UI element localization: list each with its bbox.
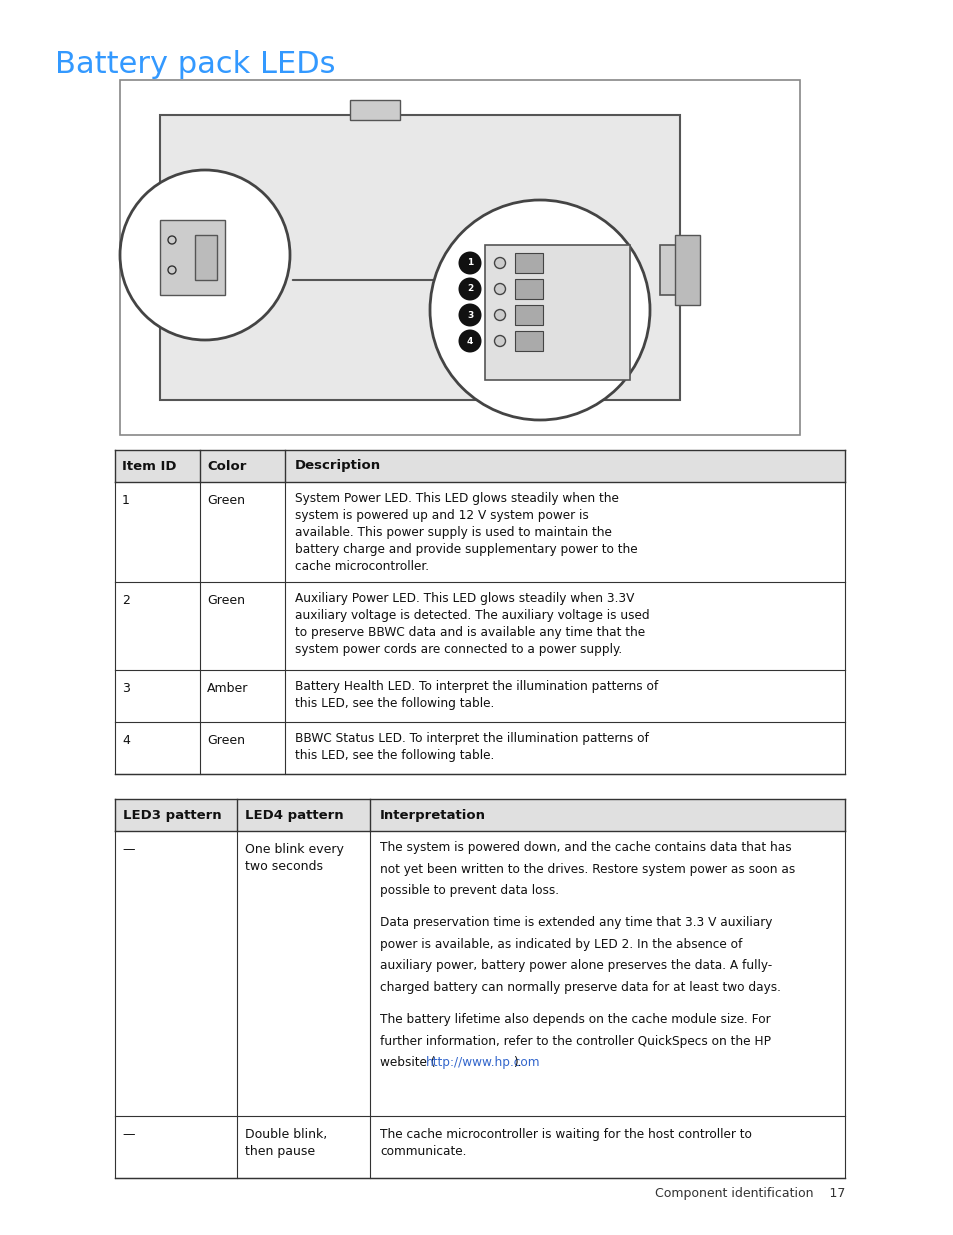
Text: further information, refer to the controller QuickSpecs on the HP: further information, refer to the contro…: [379, 1035, 770, 1047]
Text: Auxiliary Power LED. This LED glows steadily when 3.3V
auxiliary voltage is dete: Auxiliary Power LED. This LED glows stea…: [294, 592, 649, 656]
Bar: [515, 331, 542, 351]
Circle shape: [430, 200, 649, 420]
Text: Interpretation: Interpretation: [379, 809, 485, 821]
Text: Data preservation time is extended any time that 3.3 V auxiliary: Data preservation time is extended any t…: [379, 916, 772, 929]
Bar: [115, 799, 844, 831]
Text: 2: 2: [122, 594, 130, 606]
Text: —: —: [122, 1128, 134, 1141]
Text: Amber: Amber: [207, 682, 248, 695]
Text: —: —: [122, 844, 134, 856]
Circle shape: [168, 236, 175, 245]
Text: 3: 3: [122, 682, 130, 695]
Bar: [515, 279, 542, 299]
Bar: [194, 235, 216, 280]
Text: The cache microcontroller is waiting for the host controller to
communicate.: The cache microcontroller is waiting for…: [379, 1128, 751, 1158]
Text: BBWC Status LED. To interpret the illumination patterns of
this LED, see the fol: BBWC Status LED. To interpret the illumi…: [294, 732, 648, 762]
Bar: [659, 245, 689, 295]
Bar: [515, 305, 542, 325]
Circle shape: [168, 266, 175, 274]
Text: One blink every
two seconds: One blink every two seconds: [245, 844, 343, 873]
Text: Battery pack LEDs: Battery pack LEDs: [55, 49, 335, 79]
Text: Battery Health LED. To interpret the illumination patterns of
this LED, see the : Battery Health LED. To interpret the ill…: [294, 680, 658, 710]
Text: website (: website (: [379, 1056, 435, 1070]
Text: charged battery can normally preserve data for at least two days.: charged battery can normally preserve da…: [379, 981, 781, 994]
Text: 3: 3: [466, 310, 473, 320]
Text: System Power LED. This LED glows steadily when the
system is powered up and 12 V: System Power LED. This LED glows steadil…: [294, 492, 637, 573]
Bar: [484, 245, 629, 380]
Bar: [350, 100, 399, 120]
Text: possible to prevent data loss.: possible to prevent data loss.: [379, 884, 558, 897]
Circle shape: [458, 304, 481, 326]
Bar: [160, 220, 225, 295]
Text: http://www.hp.com: http://www.hp.com: [425, 1056, 539, 1070]
Text: 1: 1: [466, 258, 473, 268]
Text: Description: Description: [294, 459, 381, 473]
Bar: [120, 80, 800, 435]
Circle shape: [494, 284, 505, 294]
Text: Component identification    17: Component identification 17: [654, 1187, 844, 1200]
Bar: [675, 235, 700, 305]
Bar: [515, 253, 542, 273]
Text: Green: Green: [207, 594, 245, 606]
Text: power is available, as indicated by LED 2. In the absence of: power is available, as indicated by LED …: [379, 937, 741, 951]
Text: 2: 2: [466, 284, 473, 294]
Circle shape: [494, 310, 505, 321]
Text: 4: 4: [466, 336, 473, 346]
Text: 1: 1: [122, 494, 130, 508]
Circle shape: [458, 278, 481, 300]
Text: The system is powered down, and the cache contains data that has: The system is powered down, and the cach…: [379, 841, 791, 853]
Circle shape: [494, 336, 505, 347]
Text: Double blink,
then pause: Double blink, then pause: [245, 1128, 327, 1158]
Text: Green: Green: [207, 494, 245, 508]
Text: Green: Green: [207, 734, 245, 747]
Text: The battery lifetime also depends on the cache module size. For: The battery lifetime also depends on the…: [379, 1013, 770, 1026]
Circle shape: [458, 330, 481, 352]
Text: not yet been written to the drives. Restore system power as soon as: not yet been written to the drives. Rest…: [379, 862, 795, 876]
Circle shape: [120, 170, 290, 340]
Text: LED3 pattern: LED3 pattern: [123, 809, 221, 821]
Bar: [115, 450, 844, 482]
Text: Item ID: Item ID: [122, 459, 176, 473]
Circle shape: [494, 258, 505, 268]
Text: LED4 pattern: LED4 pattern: [245, 809, 343, 821]
Text: 4: 4: [122, 734, 130, 747]
Bar: [160, 115, 679, 400]
Text: ).: ).: [512, 1056, 520, 1070]
Circle shape: [458, 252, 481, 274]
Text: auxiliary power, battery power alone preserves the data. A fully-: auxiliary power, battery power alone pre…: [379, 960, 771, 972]
Text: Color: Color: [207, 459, 246, 473]
